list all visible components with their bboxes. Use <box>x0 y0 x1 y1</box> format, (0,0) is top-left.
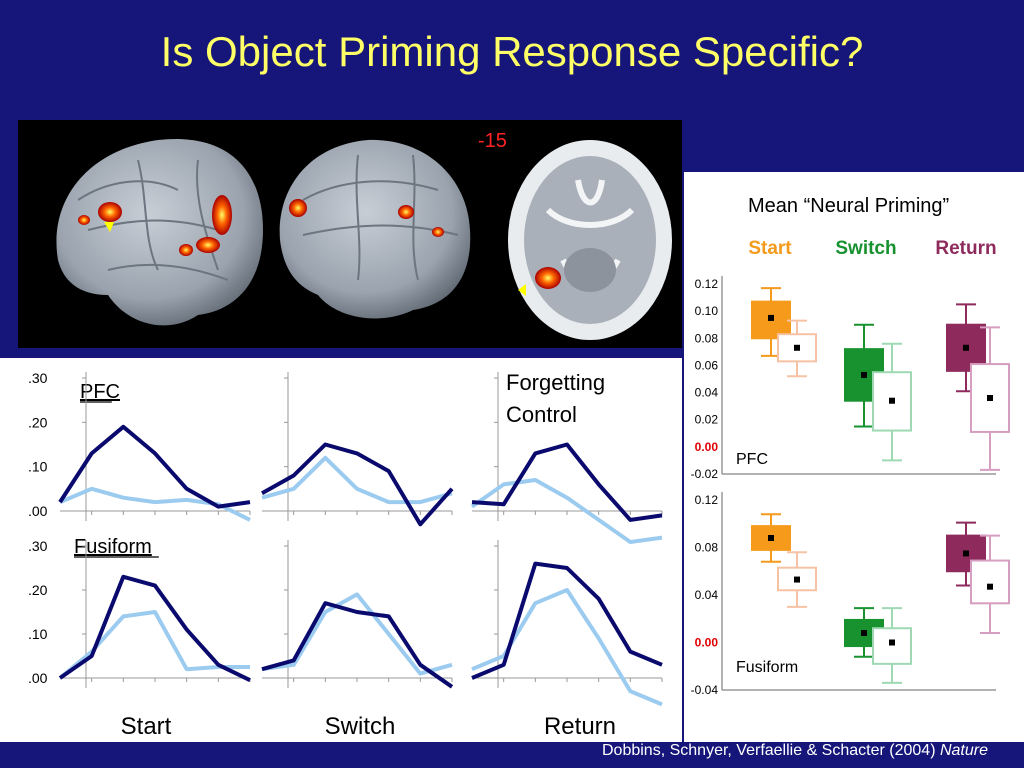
mean-marker <box>794 576 800 583</box>
open-box <box>777 551 817 608</box>
open-box <box>872 342 912 462</box>
box-y-tick-label: 0.12 <box>695 277 719 291</box>
y-tick-label: .10 <box>28 459 48 475</box>
light-series-line <box>261 592 453 676</box>
box-y-tick-label: 0.10 <box>695 304 719 318</box>
y-tick-label: .00 <box>28 670 48 686</box>
region-label: Fusiform <box>74 536 152 558</box>
box-y-tick-label: 0.04 <box>695 386 719 400</box>
box-y-tick-label: 0.08 <box>695 331 719 345</box>
left-lateral-brain-image <box>56 138 264 326</box>
box-body <box>970 559 1010 605</box>
mean-marker <box>987 395 993 401</box>
slice-coordinate-label: -15 <box>478 130 507 152</box>
mean-marker <box>861 630 867 636</box>
right-lateral-brain-image <box>279 139 471 319</box>
box-y-tick-label: 0.08 <box>695 541 719 555</box>
filled-box <box>751 513 791 563</box>
light-series-line <box>59 486 251 522</box>
box-body <box>872 627 912 665</box>
box-y-tick-label: 0.06 <box>695 358 719 372</box>
box-body <box>872 371 912 432</box>
column-label: Return <box>544 713 616 740</box>
slide-title: Is Object Priming Response Specific? <box>160 28 864 75</box>
category-label: Start <box>748 238 792 259</box>
neural-priming-panel: Mean “Neural Priming” Start Switch Return 0.… <box>684 172 1024 742</box>
mean-marker <box>768 314 774 321</box>
box-chart-title: Mean “Neural Priming” <box>748 195 949 217</box>
light-series-line <box>471 588 663 707</box>
mean-marker <box>889 397 895 404</box>
dark-series-line <box>471 561 663 680</box>
axial-brain-slice-image <box>508 140 672 340</box>
citation: Dobbins, Schnyer, Verfaellie & Schacter … <box>602 742 988 760</box>
brain-renderings <box>56 138 672 340</box>
citation-journal: Nature <box>939 742 988 759</box>
box-y-tick-label: -0.02 <box>691 467 719 481</box>
mean-marker <box>768 535 774 541</box>
citation-authors: Dobbins, Schnyer, Verfaellie & Schacter … <box>602 742 936 759</box>
y-tick-label: .20 <box>28 582 48 598</box>
y-tick-label: .00 <box>28 503 48 519</box>
box-y-tick-label: 0.00 <box>695 440 719 454</box>
annotation-line-2: Control <box>506 402 577 427</box>
y-tick-label: .30 <box>28 370 48 386</box>
box-subplot-label: PFC <box>736 451 768 468</box>
column-label: Switch <box>325 713 396 740</box>
dark-series-line <box>471 442 663 522</box>
mean-marker <box>794 344 800 351</box>
dark-series-line <box>58 574 251 682</box>
mean-marker <box>987 583 993 590</box>
light-series-line <box>261 455 453 505</box>
dark-series-line <box>261 442 454 527</box>
box-subplot-label: Fusiform <box>736 659 798 676</box>
light-series-line <box>470 478 663 544</box>
region-label: PFC <box>80 381 120 403</box>
open-box <box>777 319 817 378</box>
box-y-tick-label: 0.04 <box>695 588 719 602</box>
category-label: Return <box>935 238 996 259</box>
category-label: Switch <box>835 238 896 259</box>
open-box <box>970 326 1010 471</box>
box-y-tick-label: 0.12 <box>695 493 719 507</box>
box-y-tick-label: 0.00 <box>695 636 719 650</box>
mean-marker <box>889 639 895 646</box>
time-course-charts: .30 .20 .10 .00 PFC .30 .20 .10 .00 Fusiform Forge… <box>28 370 663 740</box>
box-y-tick-label: -0.04 <box>691 683 719 697</box>
mean-marker <box>963 344 969 351</box>
brain-images-panel <box>18 120 682 348</box>
mean-marker <box>963 550 969 557</box>
y-tick-label: .20 <box>28 414 48 430</box>
y-tick-label: .30 <box>28 538 48 554</box>
dark-series-line <box>261 601 454 689</box>
dark-series-line <box>58 424 251 509</box>
annotation-line-1: Forgetting <box>506 370 605 395</box>
open-box <box>970 534 1010 634</box>
column-label: Start <box>121 713 172 740</box>
neural-priming-chart: Mean “Neural Priming” Start Switch Return 0.… <box>691 195 1010 697</box>
mean-marker <box>861 371 867 378</box>
time-course-panel: .30 .20 .10 .00 PFC .30 .20 .10 .00 Fusiform Forge… <box>0 358 682 742</box>
y-tick-label: .10 <box>28 626 48 642</box>
box-y-tick-label: 0.02 <box>695 413 719 427</box>
open-box <box>872 607 912 684</box>
